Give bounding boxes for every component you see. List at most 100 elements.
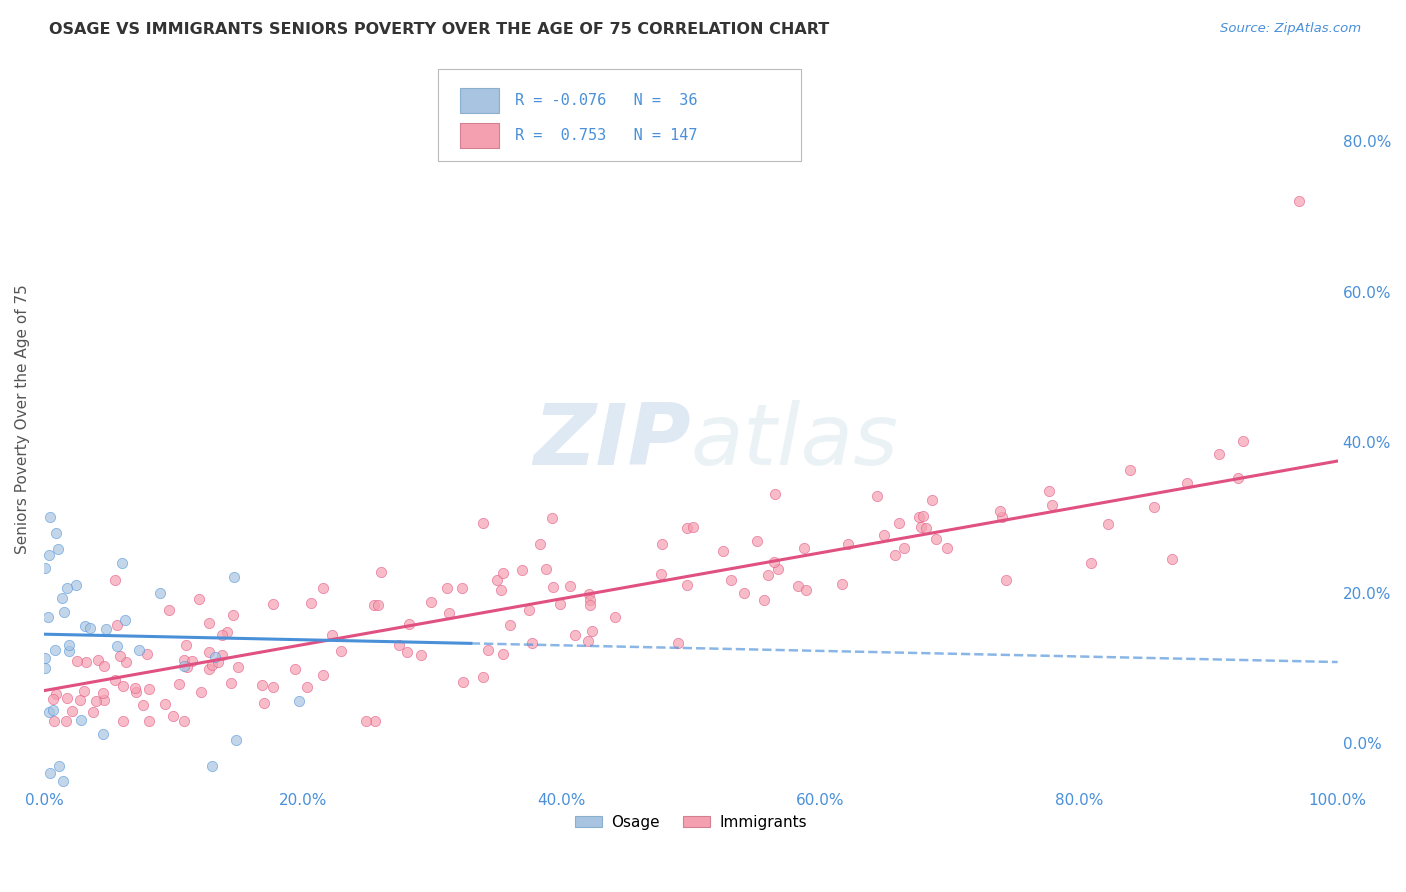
Point	[55, 714, 77, 728]
Point	[42, 703, 65, 717]
Point	[650, 566, 672, 581]
Point	[138, 714, 160, 728]
Point	[1208, 447, 1230, 461]
Point	[908, 509, 931, 524]
Point	[173, 653, 195, 667]
Point	[128, 643, 150, 657]
Point	[91, 686, 114, 700]
Point	[65, 578, 87, 592]
Point	[198, 662, 221, 676]
Point	[51, 591, 73, 605]
Point	[39, 766, 62, 780]
Point	[188, 592, 211, 607]
Point	[44, 643, 66, 657]
Point	[42, 692, 65, 706]
Point	[132, 698, 155, 712]
Point	[34, 661, 56, 675]
FancyBboxPatch shape	[439, 69, 801, 161]
Point	[579, 593, 602, 607]
Point	[517, 603, 540, 617]
Point	[837, 537, 859, 551]
Point	[155, 697, 177, 711]
Point	[110, 556, 132, 570]
Point	[299, 596, 322, 610]
Point	[1232, 434, 1254, 449]
Point	[420, 595, 443, 609]
Text: ZIP: ZIP	[533, 401, 690, 483]
Point	[794, 583, 817, 598]
Point	[541, 580, 564, 594]
Point	[73, 684, 96, 698]
Text: R = -0.076   N =  36: R = -0.076 N = 36	[515, 94, 697, 108]
Text: OSAGE VS IMMIGRANTS SENIORS POVERTY OVER THE AGE OF 75 CORRELATION CHART: OSAGE VS IMMIGRANTS SENIORS POVERTY OVER…	[49, 22, 830, 37]
Text: R =  0.753   N = 147: R = 0.753 N = 147	[515, 128, 697, 143]
Point	[558, 579, 581, 593]
Point	[38, 705, 60, 719]
Point	[395, 645, 418, 659]
Point	[111, 714, 134, 728]
Point	[668, 636, 690, 650]
Point	[1142, 500, 1164, 514]
Point	[82, 705, 104, 719]
Point	[1175, 476, 1198, 491]
Point	[226, 660, 249, 674]
Point	[866, 489, 889, 503]
Point	[149, 586, 172, 600]
Point	[388, 638, 411, 652]
Point	[603, 610, 626, 624]
Point	[93, 692, 115, 706]
Point	[204, 649, 226, 664]
Point	[436, 581, 458, 595]
Point	[211, 648, 233, 663]
Point	[207, 655, 229, 669]
Y-axis label: Seniors Poverty Over the Age of 75: Seniors Poverty Over the Age of 75	[15, 285, 30, 555]
Point	[745, 534, 768, 549]
Point	[763, 487, 786, 501]
Point	[512, 563, 534, 577]
Point	[354, 714, 377, 728]
Point	[262, 681, 284, 695]
Point	[911, 508, 934, 523]
Point	[363, 598, 385, 612]
Point	[52, 605, 75, 619]
Point	[52, 774, 75, 789]
Point	[75, 655, 97, 669]
Point	[529, 537, 551, 551]
Point	[676, 521, 699, 535]
Point	[756, 567, 779, 582]
Point	[499, 618, 522, 632]
Point	[87, 652, 110, 666]
Point	[921, 492, 943, 507]
Point	[253, 696, 276, 710]
Point	[411, 648, 433, 663]
Point	[893, 541, 915, 555]
Point	[217, 624, 239, 639]
Point	[58, 644, 80, 658]
Point	[44, 714, 66, 728]
Point	[1038, 483, 1060, 498]
Point	[176, 659, 198, 673]
Point	[651, 537, 673, 551]
Point	[201, 658, 224, 673]
Point	[398, 616, 420, 631]
Point	[38, 548, 60, 562]
Point	[766, 562, 789, 576]
Point	[34, 561, 56, 575]
Point	[578, 598, 600, 612]
Point	[58, 638, 80, 652]
Point	[48, 759, 70, 773]
Point	[295, 680, 318, 694]
Legend: Osage, Immigrants: Osage, Immigrants	[568, 809, 813, 836]
Point	[225, 733, 247, 747]
Point	[222, 607, 245, 622]
Point	[201, 759, 224, 773]
Point	[576, 633, 599, 648]
Point	[69, 693, 91, 707]
Point	[676, 578, 699, 592]
Point	[437, 606, 460, 620]
Point	[124, 681, 146, 695]
Point	[70, 713, 93, 727]
Point	[321, 627, 343, 641]
Point	[564, 627, 586, 641]
Point	[793, 541, 815, 556]
